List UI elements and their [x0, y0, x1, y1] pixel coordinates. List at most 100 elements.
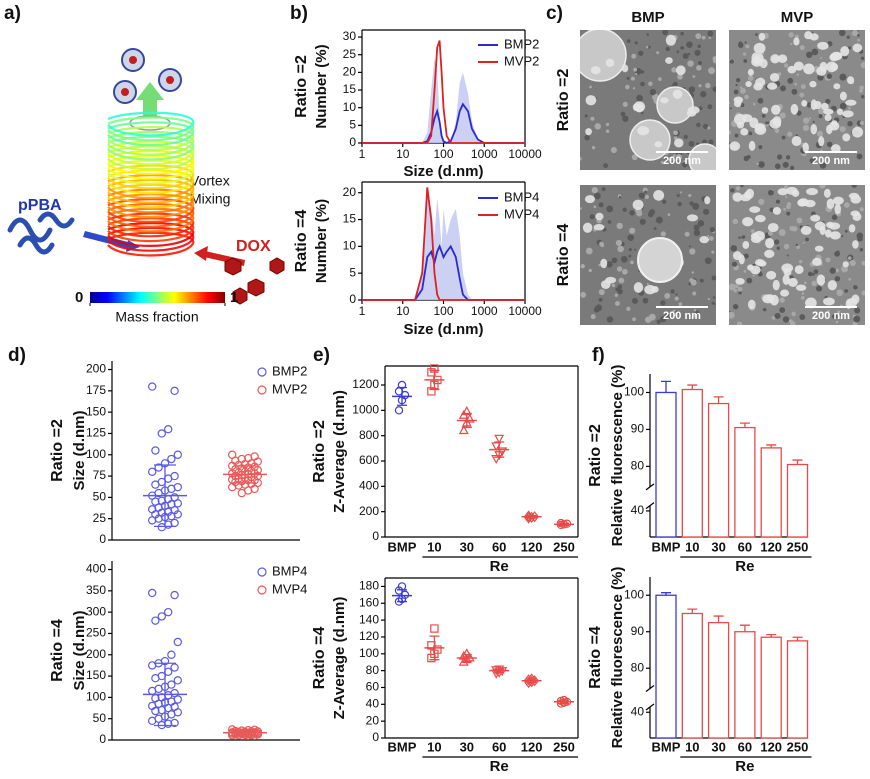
error-bar: [429, 635, 440, 661]
error-bar: [739, 422, 750, 428]
grain: [859, 120, 865, 126]
grain: [799, 314, 806, 320]
data-point: [151, 446, 160, 455]
grain: [707, 234, 710, 237]
row-label: Ratio =2: [311, 420, 328, 483]
particle: [749, 117, 759, 129]
grain: [811, 280, 817, 287]
vortex-stream: [107, 231, 195, 257]
data-point: [148, 686, 157, 696]
grain: [789, 165, 795, 170]
panel-label: d): [8, 345, 26, 366]
grain: [695, 33, 702, 40]
grain: [615, 239, 623, 247]
particle: [777, 188, 789, 196]
particle: [797, 198, 807, 207]
arrow: [194, 246, 208, 261]
grain: [677, 74, 683, 80]
grain: [605, 122, 610, 127]
error-bar: [661, 380, 671, 393]
particle: [632, 103, 640, 111]
grain: [841, 235, 844, 238]
data-point: [160, 459, 170, 468]
y-axis-title: Number (%): [313, 44, 330, 128]
particle: [770, 54, 780, 64]
data-point: [151, 706, 160, 716]
vortex-stream: [107, 193, 195, 219]
y-tick-label: 10: [343, 100, 357, 114]
particle: [805, 297, 817, 309]
legend-label: BMP4: [504, 189, 539, 204]
grain: [849, 259, 856, 267]
grain: [649, 209, 656, 216]
grain: [805, 237, 809, 242]
grain: [762, 307, 767, 312]
grain: [783, 185, 788, 189]
y-tick-label: 50: [93, 711, 107, 725]
grain: [672, 81, 678, 87]
data-point: [164, 703, 173, 713]
grain: [787, 77, 794, 84]
grain: [692, 75, 696, 78]
grain: [748, 131, 753, 136]
grain: [847, 256, 852, 260]
grain: [771, 315, 776, 320]
error-bar: [154, 464, 176, 528]
row-label: Ratio =4: [587, 626, 604, 689]
scale-bar-label: 200 nm: [663, 310, 701, 322]
grain: [781, 135, 786, 140]
grain: [712, 296, 716, 299]
grain: [580, 157, 582, 161]
grain: [598, 297, 603, 302]
data-point: [154, 714, 163, 723]
particle: [733, 96, 744, 104]
grain: [827, 309, 830, 313]
grain: [784, 195, 788, 199]
grain: [806, 51, 813, 58]
grain: [796, 245, 800, 250]
particle: [632, 199, 644, 211]
error-bar: [234, 465, 256, 484]
grain: [625, 84, 630, 90]
grain: [811, 48, 819, 56]
data-point: [160, 698, 170, 707]
grain: [765, 121, 769, 125]
grain: [675, 153, 683, 161]
grain: [709, 226, 716, 233]
tem-image: [580, 30, 716, 170]
data-point: [151, 616, 160, 625]
vortex-stream: [107, 212, 195, 238]
error-bar: [526, 678, 537, 684]
data-point: [237, 488, 247, 498]
grain: [684, 231, 690, 237]
particle: [754, 214, 766, 223]
particle: [736, 121, 745, 129]
particle: [800, 225, 812, 235]
panel-label: f): [592, 345, 605, 366]
vortex-stream: [107, 130, 195, 156]
grain: [616, 266, 623, 272]
grain: [798, 259, 803, 264]
grain: [631, 297, 638, 304]
y-tick-label: 20: [343, 65, 357, 79]
grain: [647, 45, 651, 49]
grain: [761, 114, 766, 118]
grain: [649, 88, 657, 96]
x-tick-label: 250: [553, 739, 575, 754]
grain: [738, 291, 742, 295]
grain: [729, 101, 731, 105]
grain: [767, 121, 770, 124]
particle: [819, 225, 826, 235]
grain: [686, 41, 693, 48]
data-point: [148, 701, 157, 711]
data-point: [148, 382, 157, 391]
grain: [660, 315, 667, 323]
grain: [584, 134, 590, 141]
data-point: [151, 694, 160, 703]
grain: [802, 124, 810, 132]
grain: [860, 62, 865, 69]
particle: [836, 108, 843, 116]
grain: [832, 313, 838, 319]
data-point: [228, 482, 237, 492]
particle: [745, 80, 752, 87]
